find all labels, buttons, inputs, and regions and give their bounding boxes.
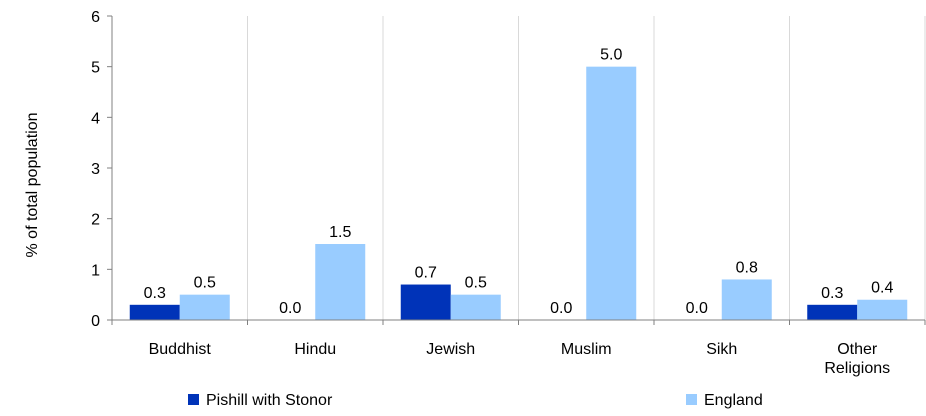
legend-label: Pishill with Stonor — [206, 392, 333, 409]
data-label: 0.8 — [736, 259, 758, 276]
y-tick-label: 1 — [91, 262, 100, 279]
data-label: 0.5 — [465, 275, 487, 292]
y-tick-label: 5 — [91, 60, 100, 77]
bar-england — [586, 66, 637, 321]
x-tick-label: Buddhist — [149, 341, 212, 358]
data-label: 0.3 — [821, 285, 843, 302]
data-label: 1.5 — [329, 224, 351, 241]
y-tick-label: 0 — [91, 313, 100, 330]
bar-england — [721, 279, 772, 320]
data-label: 0.0 — [686, 300, 708, 317]
data-label: 0.7 — [415, 265, 437, 282]
y-tick-label: 6 — [91, 9, 100, 26]
data-label: 0.0 — [279, 300, 301, 317]
data-label: 0.4 — [871, 280, 893, 297]
bar-england — [315, 244, 366, 320]
y-tick-label: 4 — [91, 110, 100, 127]
data-label: 0.5 — [194, 275, 216, 292]
legend-label: England — [704, 392, 763, 409]
data-label: 0.3 — [144, 285, 166, 302]
data-label: 5.0 — [600, 47, 622, 64]
y-axis-label: % of total population — [24, 113, 41, 258]
bar-england — [450, 294, 501, 320]
x-tick-label: Muslim — [561, 341, 612, 358]
y-tick-label: 3 — [91, 161, 100, 178]
x-tick-label: Hindu — [294, 341, 336, 358]
bar-england — [857, 299, 908, 320]
legend-swatch — [188, 394, 199, 405]
legend-swatch — [686, 394, 697, 405]
y-tick-label: 2 — [91, 212, 100, 229]
data-label: 0.0 — [550, 300, 572, 317]
bar-local — [807, 304, 858, 320]
bar-local — [129, 304, 180, 320]
bar-local — [400, 284, 451, 320]
x-tick-label: Other — [837, 341, 878, 358]
x-tick-label: Jewish — [426, 341, 475, 358]
bar-england — [179, 294, 230, 320]
x-tick-label: Sikh — [706, 341, 737, 358]
x-tick-label: Religions — [824, 360, 890, 377]
